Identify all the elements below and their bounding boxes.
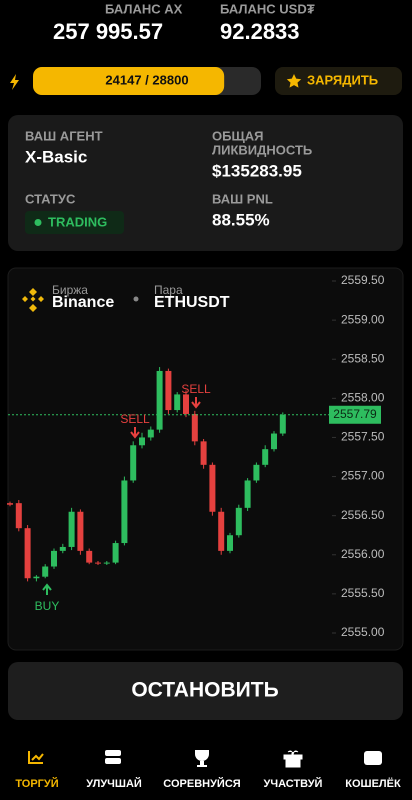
charge-button[interactable] xyxy=(275,67,402,95)
candle-body xyxy=(112,543,119,563)
trade-arrow xyxy=(191,397,201,409)
candle-body xyxy=(253,464,260,481)
candle-body xyxy=(33,576,40,579)
nav-label[interactable]: СОРЕВНУЙСЯ xyxy=(163,777,240,790)
candle-body xyxy=(156,370,163,430)
nav-label[interactable]: КОШЕЛЁК xyxy=(345,777,401,790)
charge-button-label[interactable]: ЗАРЯДИТЬ xyxy=(307,72,378,87)
y-tick-label: 2557.50 xyxy=(341,430,385,444)
nav-icon xyxy=(28,751,44,764)
chart: 2555.00 2555.50 2556.00 2556.50 2557.00 2557.… xyxy=(7,273,385,639)
candle-body xyxy=(200,441,207,465)
candle-body xyxy=(59,546,66,551)
candle-body xyxy=(244,480,251,508)
candle-body xyxy=(235,507,242,536)
nav-label[interactable]: УЧАСТВУЙ xyxy=(264,777,323,790)
y-tick-label: 2559.50 xyxy=(341,273,385,287)
candle-body xyxy=(262,449,269,465)
agent-value: X-Basic xyxy=(25,147,87,166)
candle-body xyxy=(77,511,84,551)
agent-label: ВАШ АГЕНТ xyxy=(25,128,103,143)
candle-body xyxy=(95,562,101,564)
exchange-label: Биржа xyxy=(52,283,88,297)
trade-annotation: SELL xyxy=(120,412,150,426)
balance-usdt-label: БАЛАНС USD₮ xyxy=(220,1,315,16)
candle-body xyxy=(174,394,181,411)
candle-body xyxy=(218,511,225,551)
candle-body xyxy=(7,503,13,505)
candle-body xyxy=(165,370,172,411)
pair-value: ETHUSDT xyxy=(154,294,230,311)
y-tick-label: 2555.50 xyxy=(341,586,385,600)
separator-dot xyxy=(133,296,139,302)
candle-body xyxy=(103,562,110,564)
nav-icon xyxy=(364,751,382,765)
energy-fill xyxy=(33,67,225,95)
candle-body xyxy=(24,528,31,579)
liquidity-value: $135283.95 xyxy=(212,161,302,180)
pair-label: Пара xyxy=(154,283,183,297)
trade-annotation: BUY xyxy=(35,599,60,613)
lightning-icon xyxy=(10,74,19,90)
nav-label[interactable]: УЛУЧШАЙ xyxy=(86,777,142,790)
price-tag-label: 2557.79 xyxy=(333,407,377,421)
pnl-value: 88.55% xyxy=(212,210,270,229)
candle-body xyxy=(86,550,93,563)
y-tick-label: 2555.00 xyxy=(341,625,385,639)
candle-body xyxy=(130,445,137,481)
liquidity-label: ОБЩАЯ xyxy=(212,128,263,143)
status-badge xyxy=(25,211,124,234)
stop-button-label[interactable]: ОСТАНОВИТЬ xyxy=(131,679,278,702)
nav-icon xyxy=(195,750,209,767)
trade-arrow xyxy=(130,427,140,439)
candle-body xyxy=(209,464,216,512)
binance-logo xyxy=(22,288,44,312)
nav-icon xyxy=(105,758,121,764)
y-tick-label: 2559.00 xyxy=(341,312,385,326)
nav-icon xyxy=(105,750,121,756)
candle-body xyxy=(227,535,233,551)
status-dot xyxy=(34,219,42,226)
star-icon xyxy=(286,74,302,88)
nav-icon xyxy=(283,750,303,768)
candle-body xyxy=(279,414,286,434)
y-tick-label: 2556.00 xyxy=(341,547,385,561)
candle-body xyxy=(42,566,49,577)
candle-body xyxy=(147,429,154,438)
exchange-value: Binance xyxy=(52,294,114,311)
liquidity-label: ЛИКВИДНОСТЬ xyxy=(212,142,312,157)
candle-body xyxy=(191,413,198,442)
trade-annotation: SELL xyxy=(181,382,211,396)
energy-label: 24147 / 28800 xyxy=(105,72,188,87)
y-tick-label: 2556.50 xyxy=(341,508,385,522)
candle-body xyxy=(121,480,128,544)
y-tick-label: 2558.50 xyxy=(341,351,385,365)
balance-ax-label: БАЛАНС AX xyxy=(105,1,183,16)
balance-usdt-value: 92.2833 xyxy=(220,19,300,44)
status-label: СТАТУС xyxy=(25,191,76,206)
bottom-nav: ТОРГУЙ УЛУЧШАЙ СОРЕВНУЙСЯ УЧАСТВУЙ КОШЕЛЁК xyxy=(15,750,401,790)
y-tick-label: 2557.00 xyxy=(341,469,385,483)
candle-body xyxy=(271,433,277,450)
candle-body xyxy=(139,437,145,446)
candle-body xyxy=(68,511,75,547)
candle-body xyxy=(15,503,22,529)
trade-arrow xyxy=(42,583,52,595)
candle-body xyxy=(183,394,189,414)
nav-label[interactable]: ТОРГУЙ xyxy=(15,777,58,790)
status-value: TRADING xyxy=(48,214,107,229)
y-tick-label: 2558.00 xyxy=(341,391,385,405)
pnl-label: ВАШ PNL xyxy=(212,191,273,206)
balance-ax-value: 257 995.57 xyxy=(53,19,163,44)
price-tag xyxy=(329,405,381,424)
candle-body xyxy=(51,550,57,567)
stop-button[interactable] xyxy=(8,662,403,720)
